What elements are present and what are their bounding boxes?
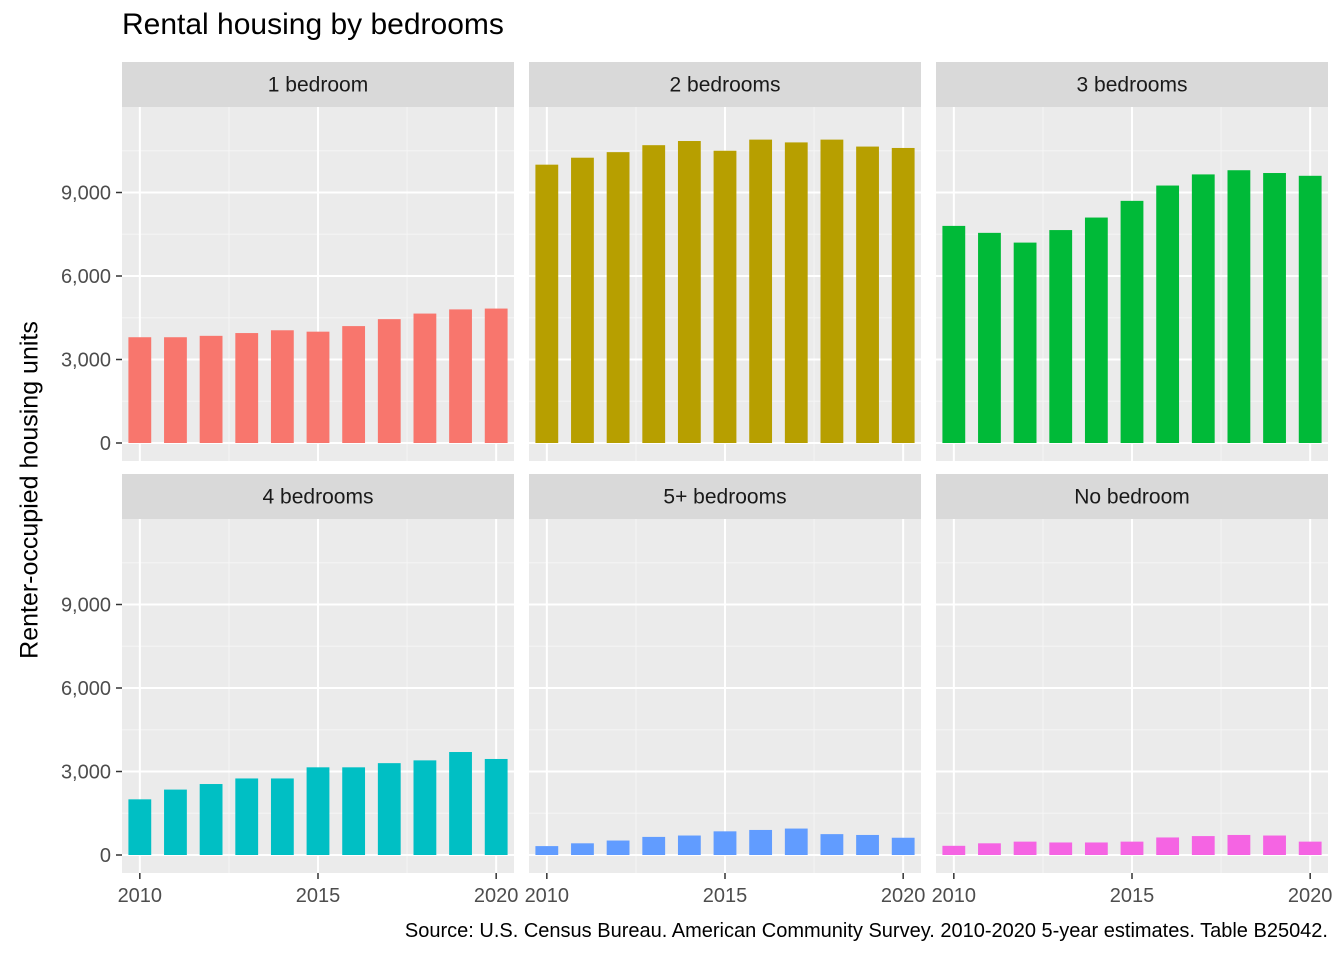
bar — [820, 834, 844, 855]
x-tick-label: 2020 — [474, 885, 519, 907]
bar — [1191, 836, 1215, 855]
facet-strip-label: 1 bedroom — [268, 74, 368, 97]
bar — [199, 784, 223, 855]
bar — [164, 789, 187, 855]
bar — [449, 752, 472, 855]
bar — [413, 760, 437, 855]
facet-strip — [122, 474, 514, 519]
y-tick-label: 9,000 — [61, 183, 111, 205]
bar — [1013, 841, 1037, 855]
bar — [713, 150, 737, 443]
bar — [942, 225, 966, 443]
bar — [820, 139, 844, 443]
y-tick-label: 3,000 — [61, 762, 111, 784]
facet-strip — [936, 474, 1328, 519]
bar — [642, 836, 666, 855]
bar — [1227, 834, 1251, 855]
bar — [1298, 841, 1322, 855]
bar — [535, 164, 559, 443]
facet-strip-label: 4 bedrooms — [263, 486, 374, 509]
bar — [342, 326, 366, 443]
bar — [713, 831, 737, 855]
bar — [164, 337, 187, 443]
chart-title: Rental housing by bedrooms — [122, 8, 504, 41]
x-tick-label: 2010 — [932, 885, 977, 907]
facet-strip — [529, 474, 921, 519]
bar — [891, 837, 915, 855]
bar — [571, 157, 594, 444]
facet-strip-label: 2 bedrooms — [670, 74, 781, 97]
bar — [571, 843, 594, 855]
bar — [749, 829, 773, 855]
bar — [535, 846, 559, 855]
x-tick-label: 2015 — [296, 885, 341, 907]
source-caption: Source: U.S. Census Bureau. American Com… — [404, 920, 1328, 942]
bar — [306, 331, 330, 443]
bar — [784, 828, 808, 855]
bar — [606, 152, 630, 443]
bar — [484, 308, 508, 443]
facet-strip-label: No bedroom — [1074, 486, 1190, 509]
x-tick-label: 2020 — [881, 885, 926, 907]
bar — [891, 147, 915, 443]
bar — [449, 309, 472, 443]
facet-strip-label: 3 bedrooms — [1077, 74, 1188, 97]
bar — [306, 767, 330, 855]
bar — [1120, 841, 1144, 855]
bar — [270, 330, 294, 443]
bar — [235, 778, 259, 855]
bar — [856, 146, 879, 443]
bar — [1156, 837, 1180, 855]
bar — [1120, 200, 1144, 443]
bar — [1227, 170, 1251, 443]
bar — [677, 835, 701, 855]
bar — [1049, 230, 1073, 443]
bar — [413, 313, 437, 443]
facet-strip-label: 5+ bedrooms — [663, 486, 786, 509]
bar — [978, 232, 1001, 443]
y-tick-label: 3,000 — [61, 350, 111, 372]
bar — [1013, 242, 1037, 443]
bar — [606, 840, 630, 855]
y-tick-label: 9,000 — [61, 595, 111, 617]
x-tick-label: 2010 — [525, 885, 570, 907]
x-tick-label: 2010 — [118, 885, 163, 907]
bar — [677, 141, 701, 443]
bar — [642, 145, 666, 443]
bar — [342, 767, 366, 855]
bar — [1049, 842, 1073, 855]
bar — [942, 845, 966, 855]
y-tick-label: 0 — [100, 845, 111, 867]
y-tick-label: 0 — [100, 433, 111, 455]
bar — [749, 139, 773, 443]
bar — [856, 834, 879, 855]
bar — [1084, 217, 1108, 443]
x-tick-label: 2020 — [1288, 885, 1333, 907]
x-tick-label: 2015 — [703, 885, 748, 907]
bar — [1191, 174, 1215, 444]
bar — [377, 319, 401, 443]
bar — [377, 763, 401, 855]
y-tick-label: 6,000 — [61, 266, 111, 288]
bar — [270, 778, 294, 855]
bar — [1084, 842, 1108, 855]
facet-strip — [529, 62, 921, 107]
bar — [484, 758, 508, 855]
y-tick-label: 6,000 — [61, 678, 111, 700]
bar — [235, 333, 259, 443]
facet-strip — [936, 62, 1328, 107]
bar — [1263, 173, 1286, 443]
bar — [199, 335, 223, 443]
bar — [978, 843, 1001, 855]
x-tick-label: 2015 — [1110, 885, 1155, 907]
bar — [128, 799, 152, 855]
bar — [1263, 835, 1286, 855]
bar — [784, 142, 808, 443]
bar — [1298, 175, 1322, 444]
bar — [1156, 185, 1180, 443]
bar — [128, 337, 152, 443]
facet-strip — [122, 62, 514, 107]
